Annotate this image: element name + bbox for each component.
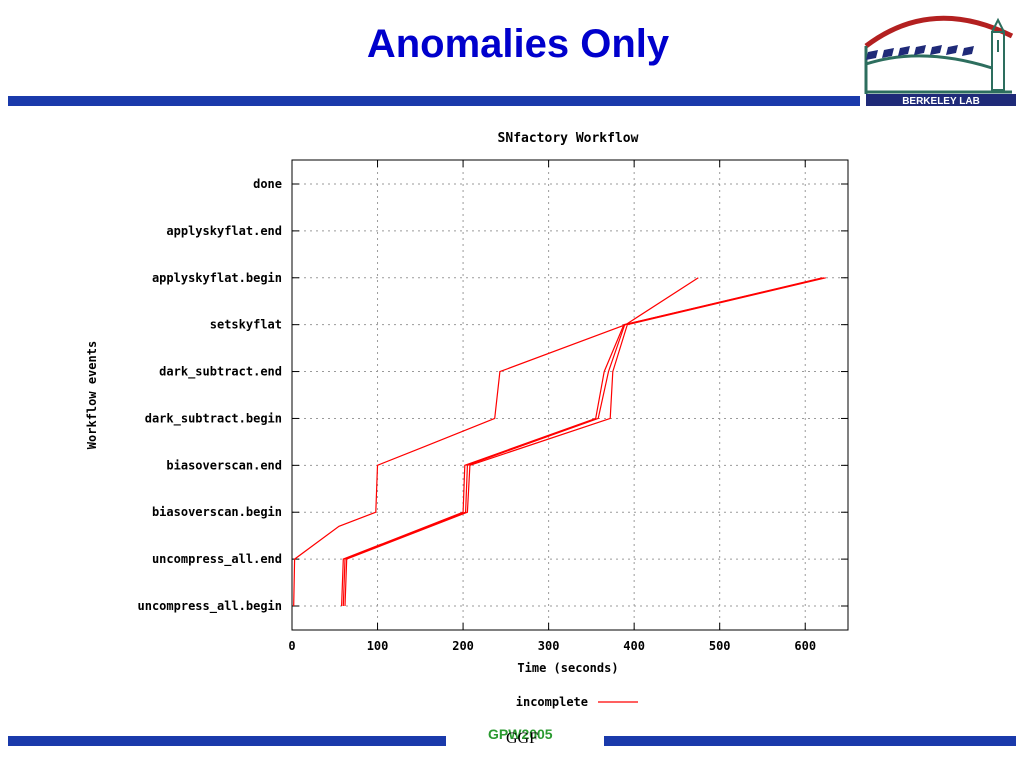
y-tick-label: biasoverscan.begin [152, 505, 282, 519]
x-tick-label: 300 [538, 639, 560, 653]
footer-overlay-text: GGF [506, 730, 539, 747]
logo-arc-icon [864, 15, 1014, 48]
y-tick-labels: uncompress_all.begin uncompress_all.end bi… [138, 177, 283, 614]
chart-title: SNfactory Workflow [498, 131, 639, 146]
header-bar [8, 96, 860, 106]
campanile-icon [991, 17, 1005, 91]
slide-title: Anomalies Only [366, 22, 670, 66]
y-tick-label: uncompress_all.begin [138, 599, 283, 614]
series-lines [293, 277, 826, 607]
legend-label: incomplete [516, 695, 588, 709]
logo-text: BERKELEY LAB [902, 96, 980, 106]
y-tick-label: applyskyflat.end [166, 224, 282, 238]
y-tick-label: uncompress_all.end [152, 552, 282, 567]
y-tick-label: dark_subtract.begin [145, 411, 282, 426]
y-tick-label: applyskyflat.begin [152, 271, 282, 285]
x-tick-label: 100 [367, 639, 389, 653]
series-line-4 [344, 277, 826, 607]
x-tick-label: 500 [709, 639, 731, 653]
series-line-3 [342, 277, 825, 607]
footer-bar-left [8, 736, 446, 746]
y-axis-label: Workflow events [85, 341, 99, 449]
footer-bar-right [604, 736, 1016, 746]
x-axis-label: Time (seconds) [517, 661, 618, 675]
y-tick-label: dark_subtract.end [159, 365, 282, 380]
plot-frame [291, 159, 849, 631]
x-tick-label: 400 [623, 639, 645, 653]
series-line-1 [293, 277, 699, 607]
y-tick-label: biasoverscan.end [166, 458, 282, 472]
x-tick-label: 200 [452, 639, 474, 653]
x-tick-label: 0 [288, 639, 295, 653]
series-line-2 [341, 277, 823, 607]
grid-lines [291, 160, 848, 630]
footer-label: GPW2005 [488, 726, 553, 742]
y-tick-label: done [253, 177, 282, 191]
y-tick-label: setskyflat [210, 318, 282, 332]
x-tick-label: 600 [794, 639, 816, 653]
workflow-chart: SNfactory Workflow uncompress_all.beginu… [85, 131, 849, 709]
berkeley-lab-logo: BERKELEY LAB [864, 15, 1016, 106]
x-tick-labels: 0 100 200 300 400 500 600 [288, 639, 816, 653]
